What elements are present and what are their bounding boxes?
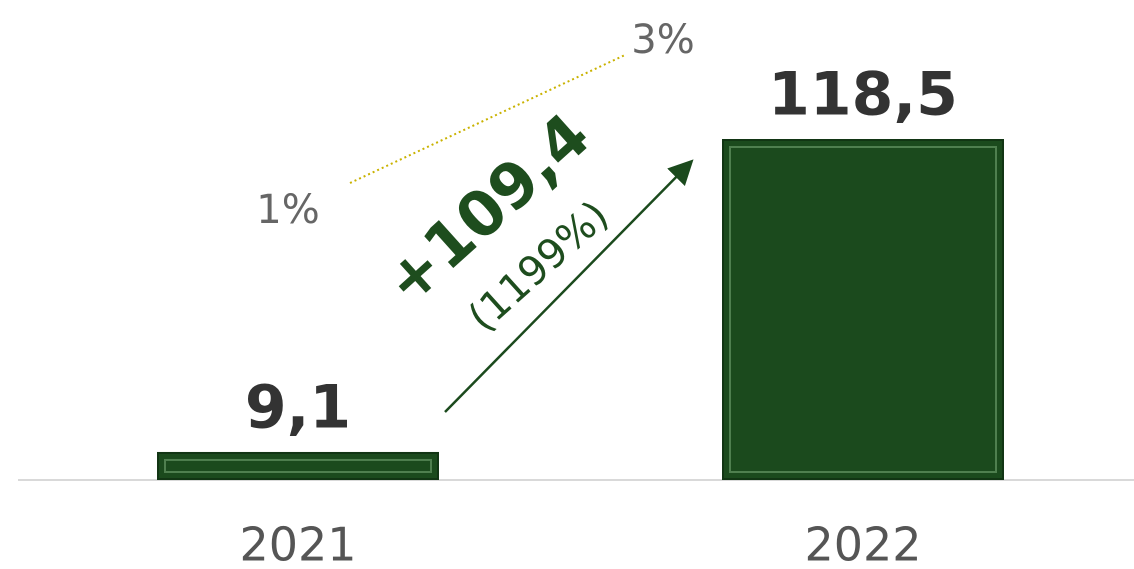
share-line [349, 54, 626, 184]
value-label: 118,5 [768, 60, 958, 130]
bar [157, 451, 439, 481]
x-tick-label: 2021 [239, 518, 356, 569]
bar-bevel [164, 458, 432, 474]
bar-bevel [729, 146, 997, 473]
growth-arrow [444, 159, 694, 413]
x-tick-label: 2022 [804, 518, 921, 569]
share-label: 1% [256, 187, 319, 233]
value-label: 9,1 [245, 373, 351, 443]
share-label: 3% [631, 17, 694, 63]
bar [722, 139, 1004, 480]
